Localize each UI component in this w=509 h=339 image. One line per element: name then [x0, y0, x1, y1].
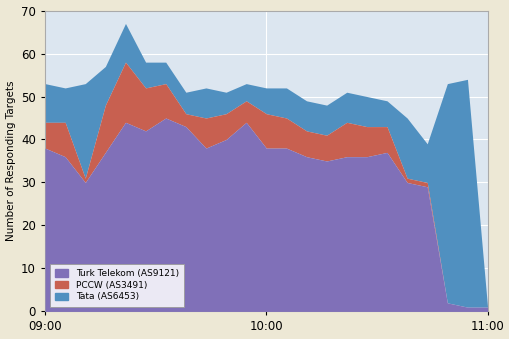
Y-axis label: Number of Responding Targets: Number of Responding Targets — [6, 81, 16, 241]
Legend: Turk Telekom (AS9121), PCCW (AS3491), Tata (AS6453): Turk Telekom (AS9121), PCCW (AS3491), Ta… — [49, 264, 184, 307]
